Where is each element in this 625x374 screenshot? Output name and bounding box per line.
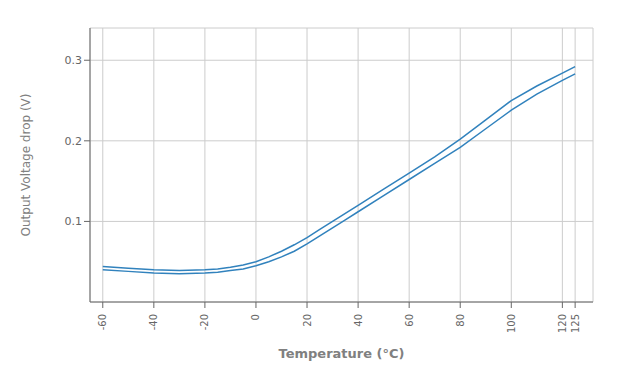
svg-text:0.1: 0.1: [65, 215, 83, 228]
svg-text:-40: -40: [148, 314, 159, 330]
svg-text:40: 40: [353, 314, 364, 327]
svg-text:80: 80: [455, 314, 466, 327]
svg-text:0.2: 0.2: [65, 135, 83, 148]
svg-text:120: 120: [557, 314, 568, 333]
svg-text:60: 60: [404, 314, 415, 327]
svg-text:125: 125: [570, 314, 581, 333]
svg-text:Temperature (°C): Temperature (°C): [279, 346, 405, 361]
svg-text:-60: -60: [97, 314, 108, 330]
svg-text:0: 0: [250, 314, 261, 320]
svg-text:Output Voltage drop (V): Output Voltage drop (V): [19, 94, 33, 237]
svg-text:100: 100: [506, 314, 517, 333]
svg-text:0.3: 0.3: [65, 54, 83, 67]
svg-text:-20: -20: [199, 314, 210, 330]
svg-text:20: 20: [302, 314, 313, 327]
